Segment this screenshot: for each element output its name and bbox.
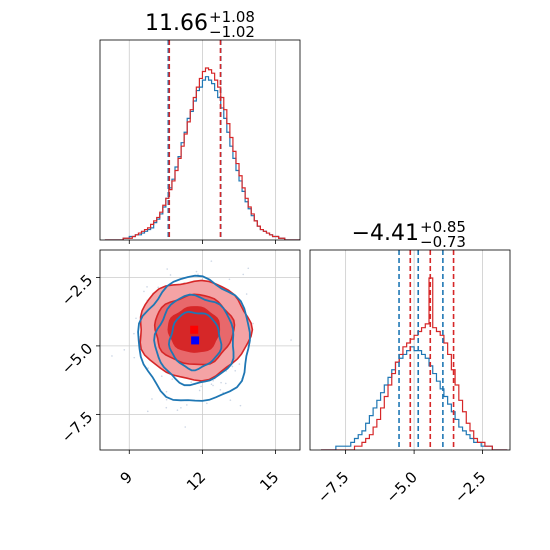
scatter-point (229, 399, 232, 401)
title-param-2-minus: −0.73 (420, 233, 466, 251)
scatter-point (238, 363, 241, 365)
x-tick-label-param-2: −5.0 (382, 468, 420, 506)
scatter-point (143, 290, 145, 293)
x-tick-label-param-1: 15 (256, 468, 282, 494)
scatter-point (210, 383, 213, 386)
title-param-1-minus: −1.02 (209, 23, 255, 41)
scatter-point (133, 356, 136, 359)
scatter-point (197, 273, 199, 276)
scatter-point (123, 349, 126, 351)
scatter-point (240, 246, 242, 248)
scatter-point (220, 381, 222, 384)
y-tick-label-param-2: −7.5 (58, 408, 96, 446)
scatter-point (147, 367, 149, 369)
title-param-1-plus: +1.08 (209, 8, 255, 26)
scatter-point (252, 322, 254, 325)
scatter-point (146, 286, 148, 288)
contour-a-level-3 (167, 310, 223, 372)
scatter-point (133, 332, 135, 335)
scatter-point (200, 385, 202, 388)
scatter-point (219, 389, 222, 391)
scatter-point (186, 404, 188, 406)
scatter-point (231, 365, 234, 368)
scatter-point (151, 398, 153, 400)
y-ticks-param-2: −7.5 −5.0 −2.5 (58, 271, 96, 446)
scatter-point (176, 409, 179, 411)
x-tick-label-param-1: 9 (117, 468, 136, 487)
scatter-point (212, 384, 214, 387)
scatter-point (169, 274, 172, 276)
scatter-point (160, 375, 163, 377)
scatter-point (242, 273, 245, 276)
center-marker-a (191, 336, 200, 345)
contour-a-level-1 (137, 274, 251, 402)
scatter-point (146, 410, 149, 413)
scatter-point (234, 369, 237, 372)
scatter-point (224, 382, 227, 385)
scatter-point (245, 293, 248, 295)
contour-a-level-2 (153, 293, 235, 387)
x-tick-label-param-2: −7.5 (314, 468, 352, 506)
hist1-series-b (104, 67, 300, 240)
scatter-point (290, 339, 292, 341)
scatter-point (239, 404, 242, 407)
histogram-param-1-panel (99, 39, 301, 244)
hist2-frame (309, 249, 511, 451)
scatter-point (157, 286, 160, 289)
scatter-point (228, 278, 231, 281)
hist1-frame (99, 39, 301, 241)
title-param-2-plus: +0.85 (420, 218, 466, 236)
scatter-point (212, 379, 214, 382)
scatter-2d-panel (96, 246, 301, 454)
title-param-1: 11.66 (145, 11, 208, 36)
scatter-point (222, 391, 224, 394)
scatter-point (198, 389, 201, 392)
scatter-point (165, 390, 168, 393)
scatter-point (190, 381, 192, 383)
scatter-point (166, 268, 168, 270)
hist2-series-a (320, 346, 508, 450)
scatter-point (111, 355, 113, 357)
y-tick-label-param-2: −5.0 (58, 340, 96, 378)
scatter-point (171, 378, 174, 380)
scatter-point (135, 317, 137, 320)
scatter-frame (99, 249, 301, 451)
center-marker-b (190, 325, 199, 334)
scatter-point (165, 398, 168, 401)
title-param-2: −4.41 (352, 221, 419, 246)
x-tick-label-param-2: −2.5 (451, 468, 489, 506)
scatter-point (206, 402, 208, 405)
histogram-param-2-panel (309, 249, 511, 454)
x-tick-label-param-1: 12 (183, 468, 209, 494)
x-ticks-param-1: 9 12 15 (117, 468, 283, 494)
y-tick-label-param-2: −2.5 (58, 271, 96, 309)
scatter-point (184, 426, 187, 428)
scatter-point (210, 260, 213, 262)
scatter-point (180, 407, 182, 409)
scatter-point (195, 270, 198, 273)
x-ticks-param-2: −7.5 −5.0 −2.5 (314, 468, 489, 506)
scatter-point (247, 267, 250, 270)
scatter-point (165, 406, 168, 409)
